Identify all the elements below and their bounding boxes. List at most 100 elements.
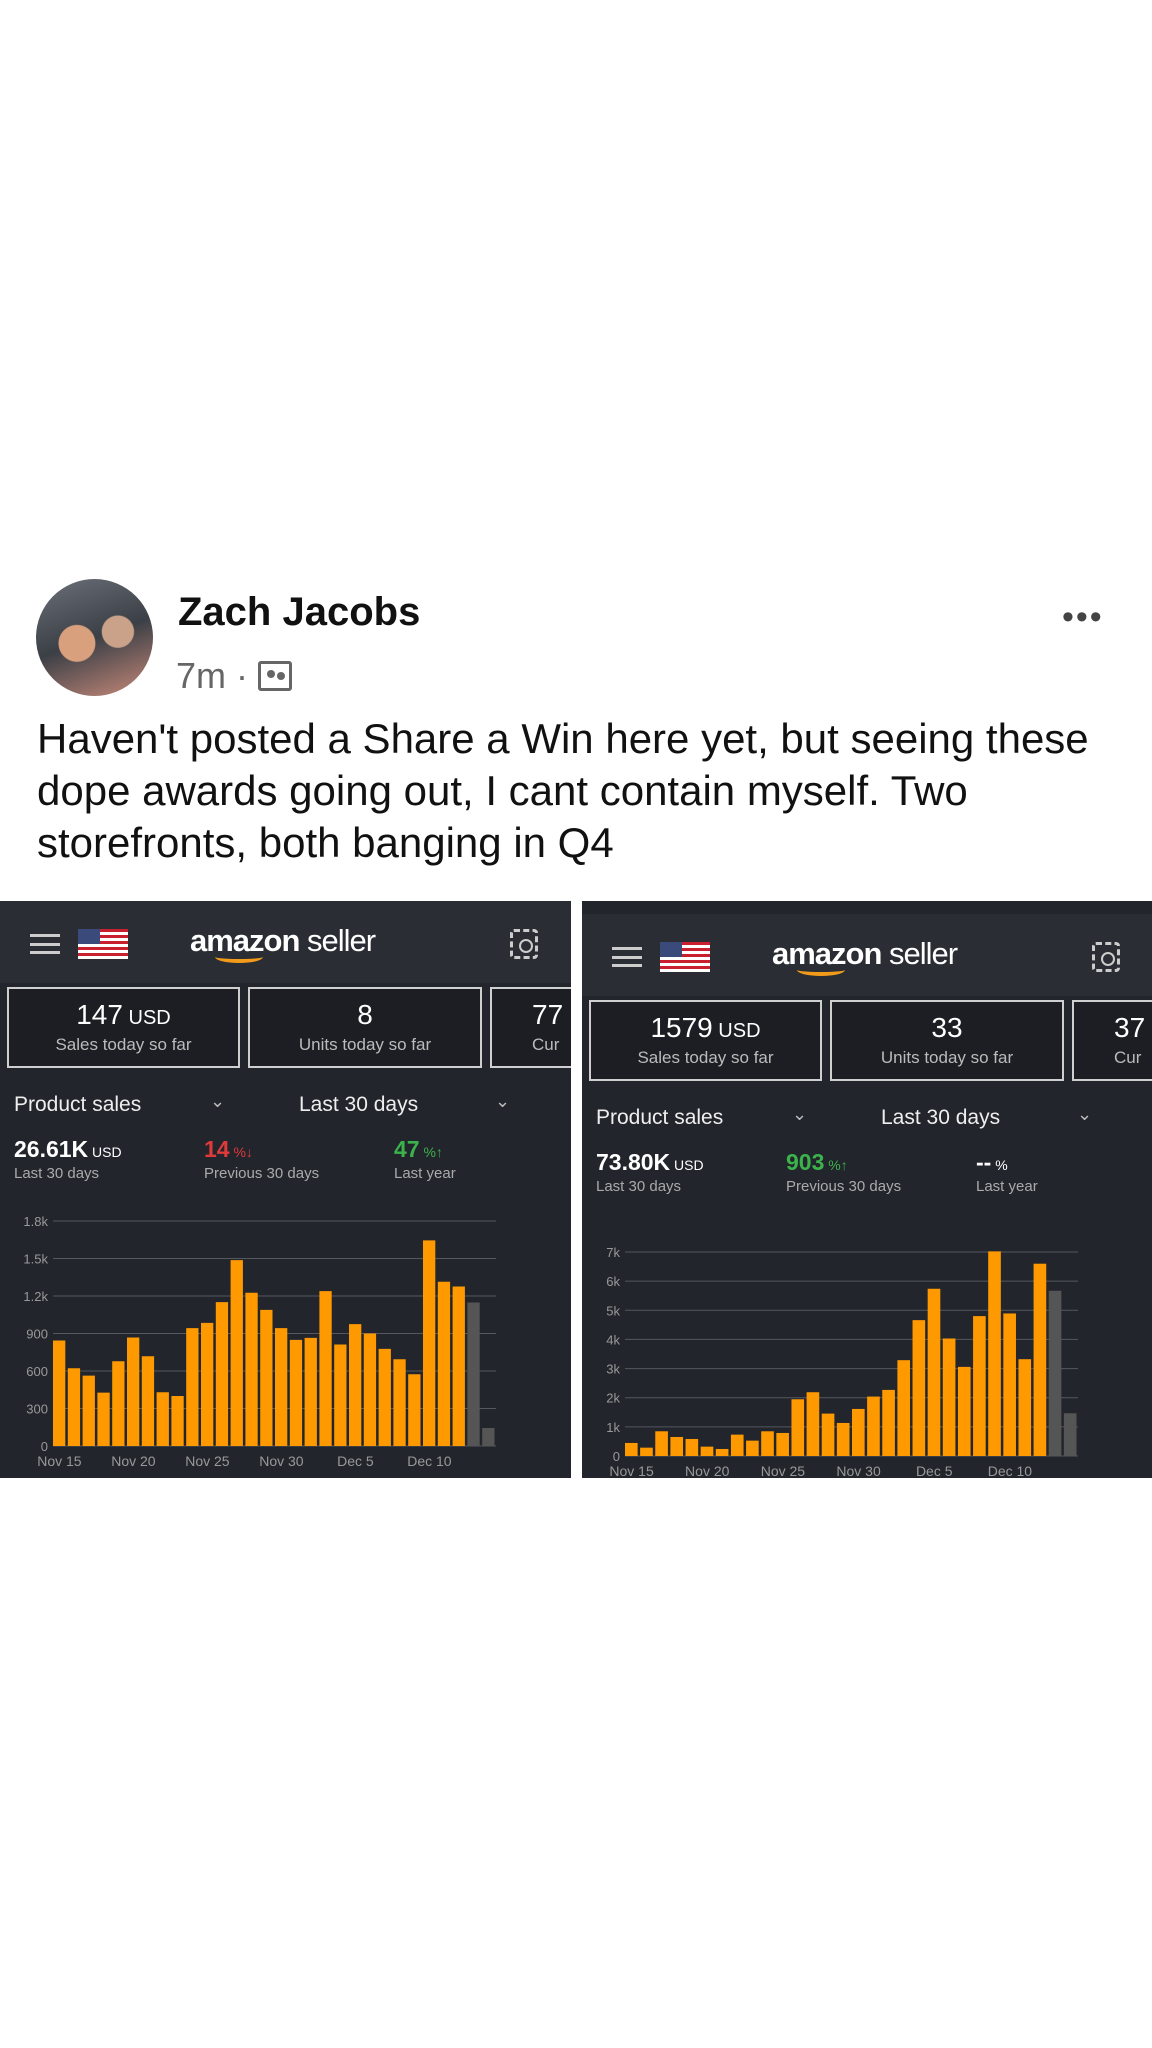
x-tick-label: Nov 25 bbox=[761, 1463, 806, 1478]
comparison-bar bbox=[1063, 1413, 1077, 1456]
x-tick-label: Dec 10 bbox=[407, 1453, 452, 1469]
prev-label: Previous 30 days bbox=[786, 1178, 902, 1195]
range-select[interactable]: Last 30 days bbox=[299, 1093, 419, 1116]
sales-bar bbox=[289, 1339, 303, 1446]
menu-icon[interactable] bbox=[30, 934, 60, 954]
chevron-down-icon[interactable]: ⌄ bbox=[792, 1104, 808, 1124]
author-name[interactable]: Zach Jacobs bbox=[178, 590, 421, 634]
y-tick-label: 1.8k bbox=[23, 1214, 48, 1229]
y-tick-label: 600 bbox=[26, 1364, 48, 1379]
sales-bar-chart: 0 300 600 900 1.2k 1.5k 1.8k Nov 15 Nov 20 Nov 25… bbox=[23, 1214, 496, 1469]
sales-bar bbox=[700, 1446, 714, 1456]
total-sales: 73.80K USD bbox=[596, 1149, 704, 1175]
avatar[interactable] bbox=[36, 579, 153, 696]
sales-bar bbox=[127, 1337, 140, 1446]
prev-change: 903 %↑ bbox=[786, 1149, 848, 1175]
amazon-seller-logo: amazon seller bbox=[772, 936, 958, 971]
sales-bar bbox=[275, 1328, 288, 1446]
year-label: Last year bbox=[976, 1178, 1038, 1195]
total-label: Last 30 days bbox=[14, 1165, 100, 1182]
sales-bar bbox=[942, 1338, 956, 1456]
chevron-down-icon[interactable]: ⌄ bbox=[495, 1091, 511, 1111]
sales-bar bbox=[670, 1436, 684, 1456]
year-change: 47 %↑ bbox=[394, 1136, 443, 1162]
y-tick-label: 2k bbox=[606, 1391, 620, 1406]
y-tick-label: 1.2k bbox=[23, 1289, 48, 1304]
metric-select[interactable]: Product sales bbox=[596, 1106, 724, 1129]
year-label: Last year bbox=[394, 1165, 456, 1182]
scan-icon[interactable] bbox=[1092, 942, 1120, 972]
range-select[interactable]: Last 30 days bbox=[881, 1106, 1001, 1129]
sales-bar bbox=[408, 1374, 421, 1446]
scan-icon[interactable] bbox=[510, 929, 538, 959]
sales-bar bbox=[715, 1448, 729, 1456]
sales-bar bbox=[806, 1392, 820, 1456]
us-flag-icon[interactable] bbox=[660, 942, 710, 972]
sales-bar bbox=[1003, 1313, 1016, 1456]
sales-bar bbox=[927, 1288, 941, 1456]
sales-bar bbox=[655, 1431, 668, 1456]
sales-bar bbox=[730, 1434, 744, 1456]
x-tick-label: Nov 25 bbox=[185, 1453, 230, 1469]
y-tick-label: 4k bbox=[606, 1332, 620, 1347]
sales-bar bbox=[186, 1328, 199, 1446]
amazon-smile-icon bbox=[215, 951, 263, 963]
comparison-bar bbox=[1048, 1290, 1062, 1456]
sales-bar bbox=[776, 1432, 789, 1456]
amazon-seller-logo: amazon seller bbox=[190, 923, 376, 958]
total-label: Last 30 days bbox=[596, 1178, 682, 1195]
post-meta: 7m · bbox=[176, 655, 293, 697]
sales-bar bbox=[156, 1392, 169, 1446]
us-flag-icon[interactable] bbox=[78, 929, 128, 959]
sales-bar bbox=[746, 1440, 759, 1456]
x-tick-label: Dec 5 bbox=[916, 1463, 953, 1478]
x-tick-label: Dec 10 bbox=[988, 1463, 1033, 1478]
sales-bar bbox=[378, 1348, 391, 1446]
sales-bar bbox=[349, 1324, 362, 1446]
prev-label: Previous 30 days bbox=[204, 1165, 320, 1182]
third-card[interactable]: 77 Cur bbox=[490, 987, 571, 1068]
units-today-card[interactable]: 8 Units today so far bbox=[248, 987, 482, 1068]
sales-bar bbox=[897, 1360, 911, 1456]
sales-bar bbox=[625, 1442, 638, 1456]
chevron-down-icon[interactable]: ⌄ bbox=[1077, 1104, 1093, 1124]
sales-bar bbox=[761, 1431, 774, 1456]
metric-select[interactable]: Product sales bbox=[14, 1093, 142, 1116]
y-tick-label: 0 bbox=[613, 1449, 620, 1464]
chevron-down-icon[interactable]: ⌄ bbox=[210, 1091, 226, 1111]
sales-today-card[interactable]: 1579 USD Sales today so far bbox=[589, 1000, 822, 1081]
sales-bar bbox=[821, 1413, 835, 1456]
sales-bar bbox=[82, 1375, 95, 1446]
sales-bar bbox=[988, 1251, 1001, 1456]
post-time[interactable]: 7m bbox=[176, 655, 227, 696]
sales-bar bbox=[53, 1340, 66, 1446]
y-tick-label: 7k bbox=[606, 1245, 620, 1260]
sales-today-card[interactable]: 147 USD Sales today so far bbox=[7, 987, 240, 1068]
sales-bar bbox=[245, 1292, 258, 1446]
sales-bar bbox=[791, 1399, 805, 1456]
sales-bar bbox=[141, 1356, 155, 1446]
sales-bar bbox=[393, 1359, 406, 1446]
sales-bar bbox=[67, 1368, 81, 1446]
units-today-card[interactable]: 33 Units today so far bbox=[830, 1000, 1064, 1081]
x-tick-label: Nov 30 bbox=[836, 1463, 881, 1478]
third-card[interactable]: 37 Cur bbox=[1072, 1000, 1152, 1081]
x-tick-label: Nov 20 bbox=[685, 1463, 730, 1478]
sales-bar bbox=[171, 1396, 184, 1446]
sales-bar bbox=[973, 1316, 986, 1456]
sales-bar bbox=[112, 1361, 125, 1446]
sales-bar bbox=[957, 1366, 971, 1456]
y-tick-label: 900 bbox=[26, 1327, 48, 1342]
more-dots-icon[interactable]: ••• bbox=[1062, 598, 1104, 636]
y-tick-label: 5k bbox=[606, 1303, 620, 1318]
x-tick-label: Nov 15 bbox=[37, 1453, 82, 1469]
sales-bar bbox=[912, 1320, 926, 1456]
sales-bar bbox=[1033, 1263, 1047, 1456]
menu-icon[interactable] bbox=[612, 947, 642, 967]
sales-bar bbox=[230, 1260, 243, 1446]
seller-screenshot: amazon seller 147 USD Sales today so far … bbox=[0, 901, 571, 1478]
sales-bar bbox=[334, 1344, 347, 1446]
amazon-smile-icon bbox=[797, 964, 845, 976]
comparison-bar bbox=[482, 1428, 495, 1446]
seller-screenshot: amazon seller 1579 USD Sales today so far… bbox=[582, 901, 1152, 1478]
